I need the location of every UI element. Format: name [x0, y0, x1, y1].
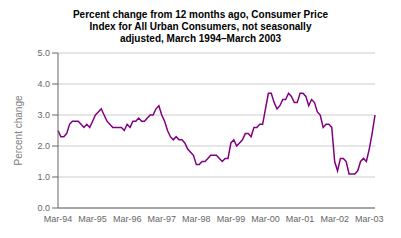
svg-text:0.0: 0.0 — [37, 203, 50, 213]
html-text:Index for All Urban Consumers,: Index for All Urban Consumers, not seaso… — [89, 21, 312, 32]
svg-text:Mar-94: Mar-94 — [44, 214, 73, 224]
svg-text:Mar-00: Mar-00 — [251, 214, 280, 224]
svg-text:4.0: 4.0 — [37, 79, 50, 89]
html-text:adjusted, March 1994–March 200: adjusted, March 1994–March 2003 — [119, 33, 282, 44]
svg-text:5.0: 5.0 — [37, 48, 50, 58]
svg-text:2.0: 2.0 — [37, 141, 50, 151]
svg-text:3.0: 3.0 — [37, 110, 50, 120]
svg-text:Mar-02: Mar-02 — [320, 214, 349, 224]
svg-text:Mar-95: Mar-95 — [78, 214, 107, 224]
html-text:Percent change from 12 months: Percent change from 12 months ago, Consu… — [73, 9, 328, 20]
svg-text:Mar-03: Mar-03 — [355, 214, 384, 224]
svg-text:Mar-97: Mar-97 — [147, 214, 176, 224]
svg-text:Mar-99: Mar-99 — [217, 214, 246, 224]
svg-text:1.0: 1.0 — [37, 172, 50, 182]
svg-text:Percent change: Percent change — [13, 95, 24, 165]
svg-text:Mar-96: Mar-96 — [113, 214, 142, 224]
svg-text:Mar-98: Mar-98 — [182, 214, 211, 224]
svg-text:Mar-01: Mar-01 — [286, 214, 315, 224]
